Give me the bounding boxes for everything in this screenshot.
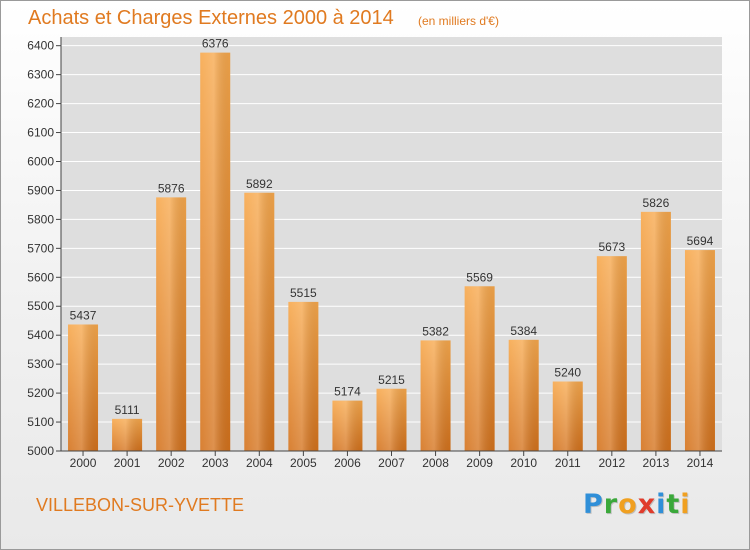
bar-value-label: 5382: [422, 324, 449, 338]
bar-value-label: 5384: [510, 324, 537, 338]
town-name: VILLEBON-SUR-YVETTE: [36, 495, 245, 515]
data-labels: 5437 5111 5876 6376 5892 5515 5174 5215 5382 5569…: [70, 37, 714, 417]
logo-letter: o: [618, 489, 638, 520]
x-axis: 2000 2001 2002 2003 2004 2005 2006 2007 2008 2009…: [61, 450, 722, 470]
bar-sheen: [288, 301, 319, 451]
bar-value-label: 5673: [598, 240, 625, 254]
bar-sheen: [464, 286, 495, 451]
chart-title: Achats et Charges Externes 2000 à 2014: [28, 7, 394, 29]
x-tick-label: 2005: [290, 456, 317, 470]
y-axis: 5000 5100 5200 5300 5400 5500 5600 5700 5800 5900…: [27, 37, 62, 458]
y-tick-label: 5000: [27, 444, 54, 458]
bar-value-label: 5240: [554, 366, 581, 380]
x-tick-label: 2001: [114, 456, 141, 470]
bar-sheen: [156, 197, 187, 451]
x-tick-label: 2012: [598, 456, 625, 470]
y-tick-label: 5800: [27, 212, 54, 226]
y-tick-label: 5300: [27, 357, 54, 371]
x-tick-label: 2010: [510, 456, 537, 470]
x-tick-label: 2004: [246, 456, 273, 470]
y-tick-label: 5400: [27, 328, 54, 342]
logo-letter: t: [666, 489, 681, 520]
x-tick-label: 2013: [643, 456, 670, 470]
x-tick-label: 2008: [422, 456, 449, 470]
logo-letter: P: [583, 489, 604, 520]
bar-sheen: [68, 324, 99, 451]
y-tick-label: 5900: [27, 183, 54, 197]
bar-sheen: [112, 418, 143, 451]
x-tick-label: 2000: [70, 456, 97, 470]
logo-letter: i: [680, 489, 691, 520]
proxiti-logo[interactable]: Proxiti: [583, 489, 691, 520]
x-tick-label: 2014: [687, 456, 714, 470]
bar-value-label: 5694: [687, 234, 714, 248]
logo-letter: r: [603, 489, 619, 520]
y-tick-label: 6000: [27, 154, 54, 168]
chart-subtitle: (en milliers d'€): [418, 14, 499, 28]
logo-letter: x: [637, 489, 657, 520]
bar-sheen: [244, 192, 275, 451]
x-tick-label: 2011: [555, 456, 581, 470]
x-tick-label: 2009: [466, 456, 493, 470]
bar-sheen: [420, 340, 451, 451]
bar-sheen: [200, 52, 231, 451]
bar-value-label: 5111: [115, 403, 140, 417]
bar-value-label: 5876: [158, 181, 185, 195]
bar-sheen: [508, 339, 539, 451]
bars: [68, 52, 715, 451]
y-tick-label: 5200: [27, 386, 54, 400]
y-tick-label: 6400: [27, 39, 54, 53]
y-tick-label: 6200: [27, 97, 54, 111]
bar-value-label: 5569: [466, 270, 493, 284]
bar-value-label: 5826: [643, 196, 670, 210]
x-tick-label: 2007: [378, 456, 405, 470]
bar-value-label: 5515: [290, 286, 317, 300]
x-tick-label: 2003: [202, 456, 229, 470]
bar-value-label: 5174: [334, 385, 361, 399]
bar-sheen: [684, 250, 715, 451]
x-tick-label: 2006: [334, 456, 361, 470]
bar-sheen: [552, 381, 583, 451]
y-tick-label: 6300: [27, 68, 54, 82]
bar-value-label: 5892: [246, 177, 273, 191]
x-tick-label: 2002: [158, 456, 185, 470]
y-tick-label: 6100: [27, 126, 54, 140]
y-tick-label: 5700: [27, 241, 54, 255]
bar-sheen: [376, 388, 407, 451]
bar-sheen: [596, 256, 627, 451]
bar-value-label: 5437: [70, 308, 97, 322]
bar-value-label: 5215: [378, 373, 405, 387]
bar-value-label: 6376: [202, 37, 229, 51]
y-tick-label: 5100: [27, 415, 54, 429]
y-tick-label: 5600: [27, 270, 54, 284]
bar-sheen: [332, 400, 363, 451]
logo-letter: i: [656, 489, 667, 520]
y-tick-label: 5500: [27, 299, 54, 313]
bar-sheen: [640, 211, 671, 451]
